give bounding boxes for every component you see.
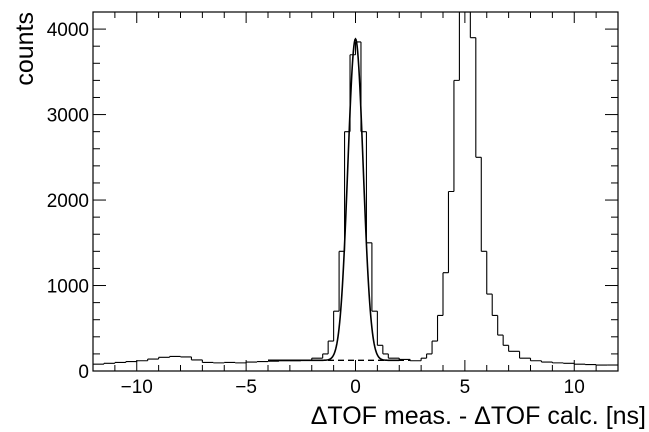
x-tick-label: −10 <box>121 377 153 398</box>
y-tick-label: 1000 <box>47 277 89 298</box>
histogram-bin <box>382 345 389 355</box>
histogram-bin <box>442 272 449 316</box>
y-tick-label: 2000 <box>47 191 89 212</box>
y-axis-title: counts <box>11 12 39 86</box>
x-axis-title: ΔTOF meas. - ΔTOF calc. [ns] <box>311 402 646 430</box>
histogram-bin <box>398 358 411 361</box>
histogram-bin <box>469 12 476 39</box>
histogram-bin <box>409 359 422 362</box>
histogram-bin <box>497 315 504 336</box>
histogram-bin <box>551 362 564 364</box>
histogram-bin <box>436 314 443 342</box>
histogram-bin <box>371 242 378 312</box>
histogram-bin <box>475 37 482 158</box>
histogram-bin <box>426 353 433 359</box>
plot-frame-group <box>92 11 619 372</box>
plot-frame <box>92 11 619 372</box>
histogram-bin <box>480 157 487 252</box>
y-tick-label: 3000 <box>47 106 89 127</box>
x-tick-label: −5 <box>235 377 257 398</box>
x-tick-label: 5 <box>460 377 471 398</box>
histogram-bin <box>365 131 372 244</box>
histogram-bin <box>333 310 340 342</box>
x-tick-label: 0 <box>350 377 361 398</box>
histogram-bin <box>508 345 520 352</box>
y-tick-label: 0 <box>78 362 89 383</box>
histogram-bin <box>147 358 159 361</box>
y-tick-label: 4000 <box>47 20 89 41</box>
histogram-bin <box>486 251 493 295</box>
histogram-bin <box>519 351 531 359</box>
histogram-series <box>93 12 618 366</box>
label-group: ΔTOF meas. - ΔTOF calc. [ns] counts <box>11 12 646 430</box>
histogram-bin <box>453 79 460 192</box>
histogram-bin <box>540 360 553 363</box>
series-group <box>93 12 618 366</box>
histogram-bin <box>431 340 438 354</box>
histogram-bin <box>447 190 454 273</box>
fit-group <box>268 37 411 362</box>
histogram-bin <box>103 362 115 365</box>
histogram-bin <box>125 361 137 363</box>
histogram-bin <box>491 294 498 316</box>
histogram-bin <box>327 340 334 354</box>
histogram-bin <box>502 335 509 346</box>
histogram-bin <box>420 357 427 361</box>
histogram-bin <box>245 361 258 363</box>
histogram-bin <box>169 355 181 358</box>
histogram-bin <box>158 356 170 360</box>
histogram-bin <box>322 353 329 359</box>
axis-group: −10 −5 0 5 10 0 1000 2000 3000 4000 <box>47 11 619 398</box>
histogram-bin <box>529 358 542 362</box>
histogram-bin <box>190 356 203 361</box>
histogram-bin <box>458 12 465 81</box>
x-tick-label: 10 <box>564 377 585 398</box>
histogram-bin <box>573 363 586 365</box>
histogram-bin <box>114 361 126 364</box>
histogram-bin <box>387 353 400 359</box>
histogram-bin <box>201 359 214 364</box>
histogram-bin <box>376 311 383 346</box>
histogram-bin <box>136 360 148 362</box>
